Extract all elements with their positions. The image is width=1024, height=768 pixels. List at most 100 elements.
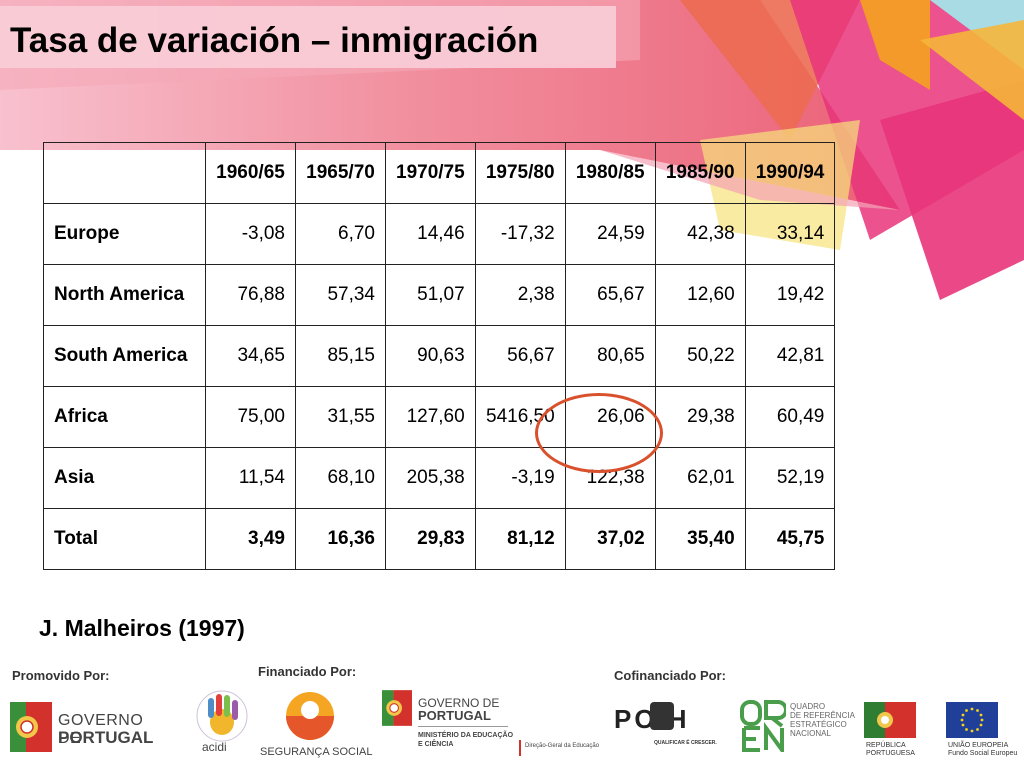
qren-mark-icon <box>740 700 786 752</box>
portugal-flag-icon <box>864 702 916 738</box>
table-cell: 50,22 <box>654 325 746 387</box>
divider <box>418 726 508 727</box>
portugal-shield-icon <box>10 702 52 752</box>
immigration-variation-table: 1960/65 1965/70 1970/75 1975/80 1980/85 … <box>43 142 836 570</box>
table-cell: 65,67 <box>564 264 656 326</box>
seguranca-social-text: SEGURANÇA SOCIAL <box>260 746 373 758</box>
table-row-total: Total 3,49 16,36 29,83 81,12 37,02 35,40… <box>43 508 836 570</box>
table-cell: 51,07 <box>385 264 476 326</box>
promovido-label: Promovido Por: <box>12 668 110 683</box>
cofinanciado-label: Cofinanciado Por: <box>614 668 726 683</box>
gov-pt-line2: PORTUGAL <box>58 728 154 747</box>
title-banner: Tasa de variación – inmigración <box>0 6 616 68</box>
table-cell: 60,49 <box>744 386 836 448</box>
table-cell: 80,65 <box>564 325 656 387</box>
table-header-row: 1960/65 1965/70 1970/75 1975/80 1980/85 … <box>43 142 836 204</box>
table-header-cell: 1960/65 <box>205 142 296 204</box>
hand-icon <box>196 690 248 742</box>
qren-line2: DE REFERÊNCIA <box>790 711 855 720</box>
governo-portugal-logo: GOVERNO DE PORTUGAL <box>10 700 170 755</box>
republica-line2: PORTUGUESA <box>866 750 915 757</box>
republica-line1: REPÚBLICA <box>866 742 906 749</box>
table-cell: 14,46 <box>385 203 476 265</box>
table-row: North America 76,88 57,34 51,07 2,38 65,… <box>43 264 836 326</box>
table-row: South America 34,65 85,15 90,63 56,67 80… <box>43 325 836 387</box>
highlight-circle <box>535 393 663 473</box>
table-row: Asia 11,54 68,10 205,38 -3,19 122,38 62,… <box>43 447 836 509</box>
table-cell: 56,67 <box>474 325 566 387</box>
gov-pt2-line2: PORTUGAL <box>418 708 491 723</box>
table-cell: 57,34 <box>295 264 386 326</box>
republica-portuguesa-logo: REPÚBLICA PORTUGUESA <box>864 702 934 764</box>
row-label: Total <box>43 508 206 570</box>
table-cell: 6,70 <box>295 203 386 265</box>
table-cell: 31,55 <box>295 386 386 448</box>
governo-portugal-ministerio-logo: GOVERNO DE PORTUGAL MINISTÉRIO DA EDUCAÇ… <box>382 690 612 760</box>
table-cell: 2,38 <box>474 264 566 326</box>
poph-block-icon <box>650 702 674 730</box>
qren-line4: NACIONAL <box>790 729 831 738</box>
table-cell: 11,54 <box>205 447 296 509</box>
table-cell: 52,19 <box>744 447 836 509</box>
eu-flag-icon <box>946 702 998 738</box>
table-cell: 85,15 <box>295 325 386 387</box>
table-cell: 127,60 <box>385 386 476 448</box>
table-cell: 90,63 <box>385 325 476 387</box>
poph-logo: PO H QUALIFICAR É CRESCER. <box>614 702 717 752</box>
table-cell: 34,65 <box>205 325 296 387</box>
acidi-logo: acidi <box>190 690 260 760</box>
qren-line3: ESTRATÉGICO <box>790 720 847 729</box>
table-row: Europe -3,08 6,70 14,46 -17,32 24,59 42,… <box>43 203 836 265</box>
source-citation: J. Malheiros (1997) <box>39 615 245 641</box>
table-row: Africa 75,00 31,55 127,60 5416,50 26,06 … <box>43 386 836 448</box>
financiado-label: Financiado Por: <box>258 664 357 679</box>
uniao-europeia-logo: UNIÃO EUROPEIA Fundo Social Europeu <box>946 702 1024 764</box>
row-label: South America <box>43 325 206 387</box>
table-cell: 19,42 <box>744 264 836 326</box>
table-cell: 24,59 <box>564 203 656 265</box>
ue-line1: UNIÃO EUROPEIA <box>948 742 1009 749</box>
table-cell: 33,14 <box>744 203 836 265</box>
table-cell: 76,88 <box>205 264 296 326</box>
table-header-cell: 1970/75 <box>385 142 476 204</box>
poph-tagline: QUALIFICAR É CRESCER. <box>654 740 717 746</box>
table-cell: 68,10 <box>295 447 386 509</box>
table-cell: 12,60 <box>654 264 746 326</box>
row-label: Europe <box>43 203 206 265</box>
sun-icon <box>286 692 334 740</box>
slide-title: Tasa de variación – inmigración <box>10 21 539 60</box>
divider <box>519 740 521 756</box>
table-cell: 42,38 <box>654 203 746 265</box>
table-cell: 3,49 <box>205 508 296 570</box>
qren-line1: QUADRO <box>790 702 826 711</box>
ue-line2: Fundo Social Europeu <box>948 750 1018 757</box>
qren-logo: QUADRO DE REFERÊNCIA ESTRATÉGICO NACIONA… <box>740 700 855 755</box>
table-cell: 29,83 <box>385 508 476 570</box>
gov-pt2-line1: GOVERNO DE <box>418 696 500 710</box>
ministerio-line2: E CIÊNCIA <box>418 741 454 748</box>
direcao-geral-text: Direção-Geral da Educação <box>525 743 600 749</box>
table-cell: 75,00 <box>205 386 296 448</box>
table-cell: 205,38 <box>385 447 476 509</box>
gov-pt-line1: GOVERNO DE <box>58 712 144 747</box>
table-cell: 45,75 <box>744 508 836 570</box>
table-cell: 81,12 <box>474 508 566 570</box>
table-cell: -3,08 <box>205 203 296 265</box>
table-header-cell: 1990/94 <box>744 142 836 204</box>
ministerio-line1: MINISTÉRIO DA EDUCAÇÃO <box>418 732 514 739</box>
table-header-cell <box>43 142 206 204</box>
table-cell: 62,01 <box>654 447 746 509</box>
table-header-cell: 1965/70 <box>295 142 386 204</box>
table-header-cell: 1985/90 <box>654 142 746 204</box>
portugal-shield-icon <box>382 690 412 726</box>
row-label: North America <box>43 264 206 326</box>
acidi-text: acidi <box>202 740 227 754</box>
row-label: Asia <box>43 447 206 509</box>
table-header-cell: 1980/85 <box>564 142 656 204</box>
table-cell: -17,32 <box>474 203 566 265</box>
table-cell: 16,36 <box>295 508 386 570</box>
table-cell: 35,40 <box>654 508 746 570</box>
table-header-cell: 1975/80 <box>474 142 566 204</box>
row-label: Africa <box>43 386 206 448</box>
seguranca-social-logo: SEGURANÇA SOCIAL <box>258 686 372 766</box>
